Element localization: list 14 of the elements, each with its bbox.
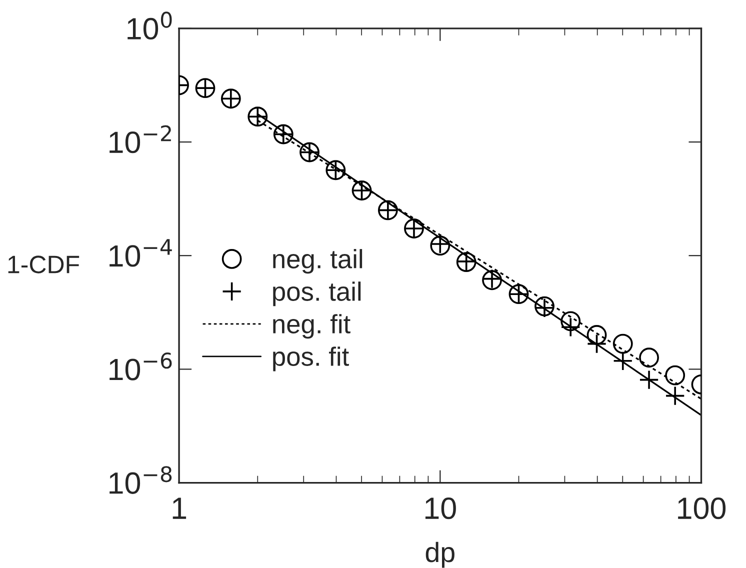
y-tick-label: 10$^{−6}$ bbox=[110, 352, 172, 380]
y-tick-label: 10$^{−2}$ bbox=[110, 125, 171, 154]
legend-label: pos. tail bbox=[273, 282, 361, 306]
x-tick-label: 100 bbox=[678, 497, 726, 520]
y-axis-title: 1-CDF bbox=[8, 256, 80, 274]
legend-label: pos. fit bbox=[273, 346, 349, 372]
legend-label: neg. fit bbox=[273, 314, 350, 339]
x-tick-label: 1 bbox=[172, 498, 186, 519]
x-axis-title: dp bbox=[426, 542, 454, 568]
x-tick-label: 10 bbox=[425, 497, 456, 520]
legend-label: neg. tail bbox=[273, 249, 362, 274]
y-tick-label: 10$^{−8}$ bbox=[110, 466, 172, 494]
y-tick-label: 10$^{−4}$ bbox=[110, 239, 172, 267]
y-tick-label: 10$^{0}$ bbox=[128, 12, 172, 40]
